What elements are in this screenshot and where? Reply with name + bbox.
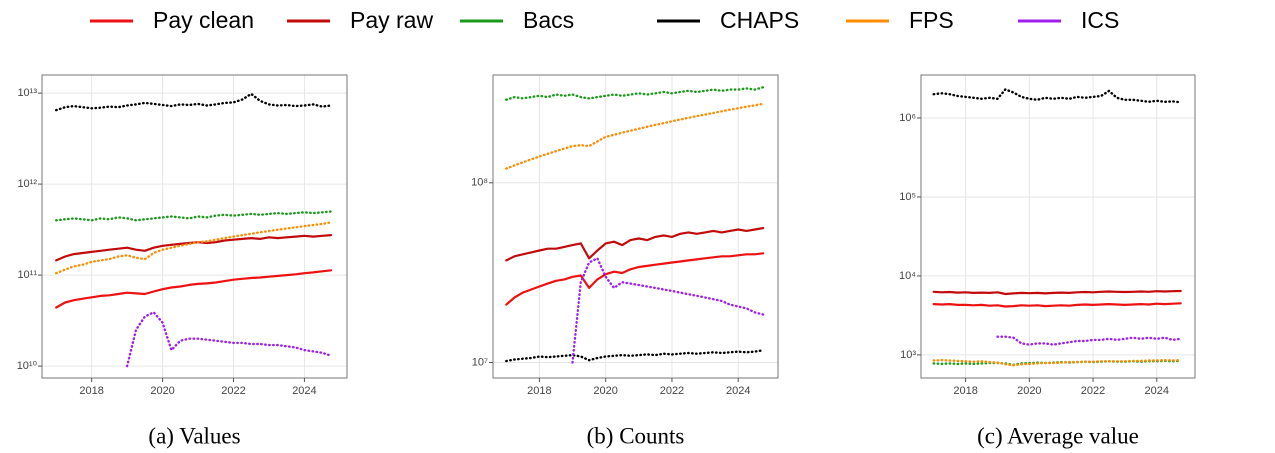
series-line — [505, 86, 765, 101]
y-tick-label: 10⁴ — [899, 270, 916, 282]
x-tick-label: 2024 — [1145, 385, 1169, 397]
y-tick-label: 10⁶ — [899, 112, 916, 124]
y-tick-label: 10¹⁰ — [17, 360, 38, 372]
panel-title: (a) Values — [148, 423, 240, 448]
x-tick-label: 2022 — [660, 385, 684, 397]
x-tick-label: 2024 — [726, 385, 750, 397]
series-line — [932, 358, 1182, 367]
x-tick-label: 2018 — [79, 385, 103, 397]
panel-title: (c) Average value — [977, 423, 1139, 448]
x-tick-label: 2018 — [527, 385, 551, 397]
panel-title: (b) Counts — [587, 423, 685, 448]
y-tick-label: 10⁵ — [899, 191, 916, 203]
y-tick-label: 10¹³ — [17, 87, 37, 99]
x-tick-label: 2022 — [1081, 385, 1105, 397]
series-line — [932, 289, 1182, 296]
legend-label: Bacs — [523, 7, 574, 33]
series-line — [505, 349, 765, 363]
series-line — [932, 302, 1182, 308]
plot-frame — [920, 74, 1196, 379]
series-line — [55, 210, 333, 222]
legend-label: ICS — [1081, 7, 1119, 33]
series-line — [55, 234, 333, 262]
legend-label: FPS — [909, 7, 954, 33]
series-line — [55, 269, 333, 309]
x-tick-label: 2022 — [221, 385, 245, 397]
plot-frame — [41, 74, 348, 379]
y-tick-label: 10⁸ — [471, 177, 488, 189]
series-line — [505, 252, 765, 306]
series-line — [55, 92, 333, 112]
x-tick-label: 2024 — [292, 385, 316, 397]
x-tick-label: 2018 — [953, 385, 977, 397]
x-tick-label: 2020 — [593, 385, 617, 397]
series-line — [505, 227, 765, 262]
legend-label: Pay raw — [350, 7, 433, 33]
plot-frame — [492, 74, 779, 379]
legend-label: CHAPS — [720, 7, 799, 33]
series-line — [571, 257, 765, 364]
x-tick-label: 2020 — [1017, 385, 1041, 397]
legend-label: Pay clean — [153, 7, 254, 33]
y-tick-label: 10³ — [900, 349, 916, 361]
series-line — [996, 335, 1182, 346]
x-tick-label: 2020 — [150, 385, 174, 397]
series-line — [932, 88, 1182, 104]
series-line — [125, 311, 333, 368]
y-tick-label: 10⁷ — [472, 356, 488, 368]
series-line — [505, 102, 765, 170]
y-tick-label: 10¹¹ — [17, 269, 37, 281]
y-tick-label: 10¹² — [17, 178, 37, 190]
series-line — [55, 221, 333, 275]
